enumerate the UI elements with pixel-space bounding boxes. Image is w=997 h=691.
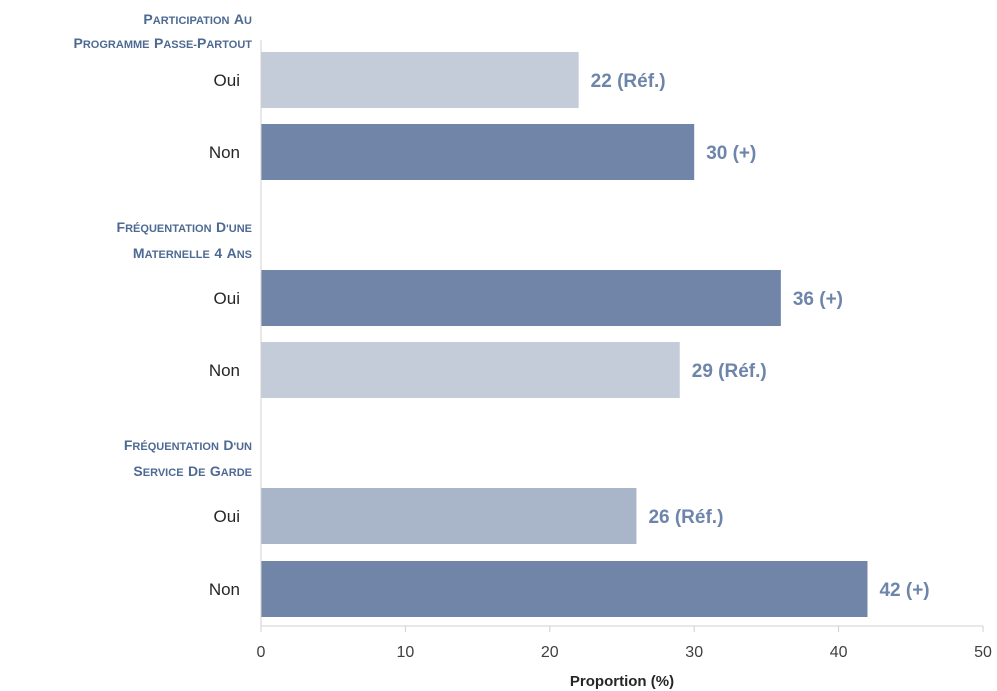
group-title-line: FRÉQUENTATION D'UN bbox=[124, 437, 252, 454]
x-tick-label: 50 bbox=[974, 644, 992, 661]
group-title-line: MATERNELLE 4 ANS bbox=[133, 245, 252, 262]
bar bbox=[261, 561, 868, 617]
category-label: Oui bbox=[214, 71, 240, 90]
x-axis-title: Proportion (%) bbox=[570, 673, 674, 690]
value-labels: 22 (Réf.) 30 (+) 36 (+) 29 (Réf.) 26 (Réf.) 4… bbox=[591, 71, 930, 601]
data-label: 30 (+) bbox=[706, 143, 756, 164]
bars-layer bbox=[261, 52, 868, 617]
x-tick-label: 20 bbox=[541, 644, 559, 661]
x-axis-ticks: 0 10 20 30 40 50 bbox=[257, 626, 992, 661]
category-labels: Oui Non Oui Non Oui Non bbox=[209, 71, 240, 599]
category-label: Non bbox=[209, 361, 240, 380]
x-tick-label: 40 bbox=[830, 644, 848, 661]
bar bbox=[261, 342, 680, 398]
group-title-line: PROGRAMME PASSE-PARTOUT bbox=[74, 35, 253, 52]
data-label: 42 (+) bbox=[879, 580, 929, 601]
x-tick-label: 30 bbox=[685, 644, 703, 661]
group-title-line: FRÉQUENTATION D'UNE bbox=[117, 219, 252, 236]
category-label: Oui bbox=[214, 507, 240, 526]
bar bbox=[261, 124, 695, 180]
group-title-line: PARTICIPATION AU bbox=[143, 11, 252, 28]
group-titles: PARTICIPATION AU PROGRAMME PASSE-PARTOUT F… bbox=[74, 11, 253, 480]
data-label: 36 (+) bbox=[793, 289, 843, 310]
bar bbox=[261, 52, 579, 108]
bar bbox=[261, 270, 781, 326]
data-label: 29 (Réf.) bbox=[692, 361, 767, 382]
x-tick-label: 0 bbox=[257, 644, 266, 661]
data-label: 26 (Réf.) bbox=[648, 507, 723, 528]
category-label: Oui bbox=[214, 289, 240, 308]
category-label: Non bbox=[209, 143, 240, 162]
data-label: 22 (Réf.) bbox=[591, 71, 666, 92]
group-title-line: SERVICE DE GARDE bbox=[133, 463, 252, 480]
bar bbox=[261, 488, 637, 544]
x-tick-label: 10 bbox=[397, 644, 415, 661]
category-label: Non bbox=[209, 580, 240, 599]
